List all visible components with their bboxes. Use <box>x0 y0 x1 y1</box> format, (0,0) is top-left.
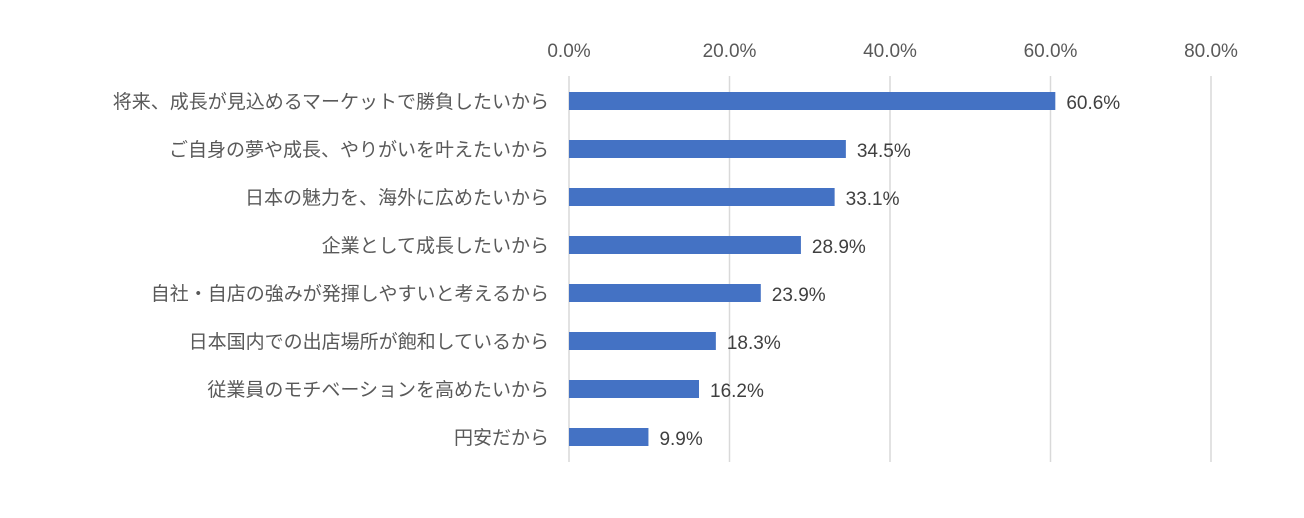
x-tick-label: 60.0% <box>1024 41 1078 62</box>
bar <box>569 236 801 254</box>
x-axis-tick-labels: 0.0% 20.0% 40.0% 60.0% 80.0% <box>547 41 1238 62</box>
data-label: 23.9% <box>772 285 826 306</box>
category-label: ご自身の夢や成長、やりがいを叶えたいから <box>169 139 549 161</box>
category-label: 自社・自店の強みが発揮しやすいと考えるから <box>151 283 549 305</box>
category-label: 日本国内での出店場所が飽和しているから <box>189 331 549 353</box>
category-label: 将来、成長が見込めるマーケットで勝負したいから <box>113 91 549 113</box>
x-tick-label: 80.0% <box>1184 41 1238 62</box>
data-labels: 60.6% 34.5% 33.1% 28.9% 23.9% 18.3% 16.2% 9.9% <box>659 93 1120 450</box>
bar <box>569 92 1056 110</box>
data-label: 33.1% <box>846 189 900 210</box>
bar <box>569 380 700 398</box>
bar <box>569 284 761 302</box>
bar <box>569 428 649 446</box>
data-label: 9.9% <box>659 429 702 450</box>
data-label: 34.5% <box>857 141 911 162</box>
x-tick-label: 40.0% <box>863 41 917 62</box>
bar <box>569 140 846 158</box>
bars <box>569 92 1056 446</box>
x-tick-label: 20.0% <box>703 41 757 62</box>
data-label: 28.9% <box>812 237 866 258</box>
category-label: 日本の魅力を、海外に広めたいから <box>245 187 549 209</box>
data-label: 18.3% <box>727 333 781 354</box>
bar <box>569 188 835 206</box>
category-label: 企業として成長したいから <box>322 235 549 257</box>
bar <box>569 332 716 350</box>
data-label: 60.6% <box>1066 93 1120 114</box>
x-tick-label: 0.0% <box>547 41 590 62</box>
data-label: 16.2% <box>710 381 764 402</box>
gridlines <box>568 76 1212 462</box>
category-label: 従業員のモチベーションを高めたいから <box>207 379 549 401</box>
category-labels: 将来、成長が見込めるマーケットで勝負したいからご自身の夢や成長、やりがいを叶えた… <box>113 91 549 449</box>
category-label: 円安だから <box>454 427 549 449</box>
